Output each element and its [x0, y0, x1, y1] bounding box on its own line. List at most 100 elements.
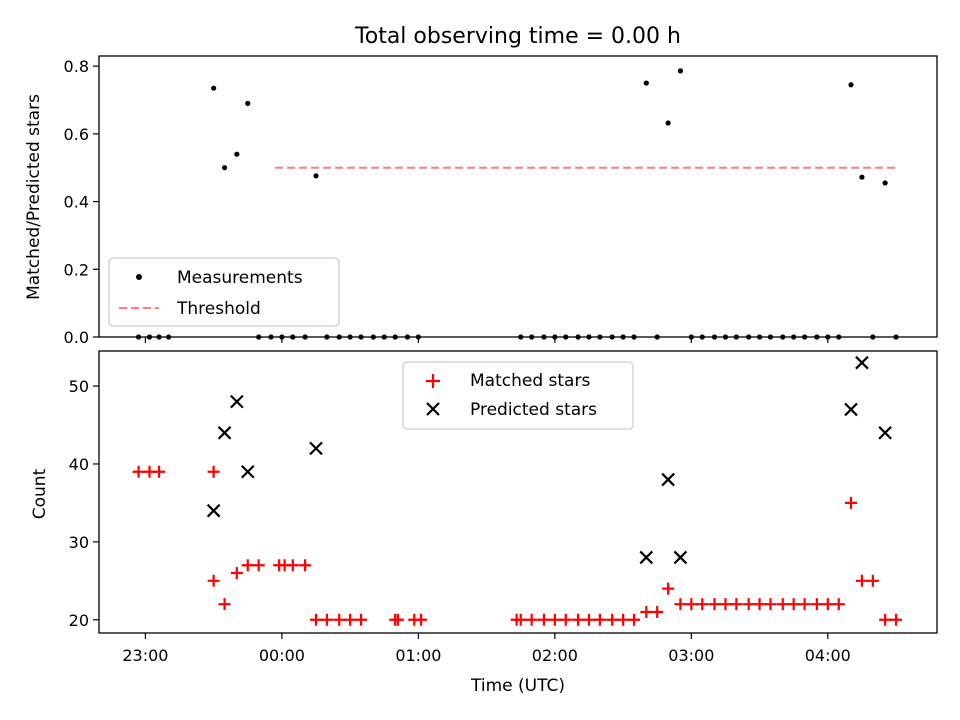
matched-star-point	[582, 613, 595, 626]
measurement-point	[848, 82, 854, 88]
predicted-star-point	[217, 426, 232, 440]
measurement-point	[665, 120, 671, 126]
matched-star-point	[617, 613, 630, 626]
count-x-tick-label: 00:00	[259, 646, 305, 665]
matched-star-point	[855, 574, 868, 587]
measurement-point	[643, 80, 649, 86]
matched-star-point	[628, 613, 641, 626]
matched-star-point	[832, 598, 845, 611]
matched-star-point	[230, 567, 243, 580]
count-plot-frame	[98, 350, 938, 634]
count-marks	[132, 355, 903, 626]
ratio-y-tick-label: 0.8	[64, 57, 89, 76]
matched-star-point	[866, 574, 879, 587]
count-x-axis-label: Time (UTC)	[470, 676, 565, 696]
matched-star-point	[606, 613, 619, 626]
count-y-tick-label: 50	[69, 377, 89, 396]
chart-title: Total observing time = 0.00 h	[354, 24, 681, 49]
matched-legend-label: Matched stars	[470, 371, 590, 391]
matched-star-point	[320, 613, 333, 626]
matched-star-point	[742, 598, 755, 611]
matched-star-point	[890, 613, 903, 626]
measurement-point	[234, 151, 240, 157]
count-x-tick-label: 04:00	[805, 646, 851, 665]
measurement-point	[882, 180, 888, 186]
matched-star-point	[708, 598, 721, 611]
predicted-star-point	[673, 550, 688, 565]
matched-star-point	[391, 613, 404, 626]
count-y-tick-label: 30	[69, 533, 89, 552]
matched-star-point	[776, 598, 789, 611]
matched-star-point	[252, 559, 265, 572]
matched-star-point	[845, 496, 858, 509]
predicted-star-point	[844, 402, 858, 417]
measurement-point	[221, 165, 228, 171]
predicted-star-point	[230, 394, 244, 409]
matched-star-point	[764, 598, 777, 611]
matched-star-point	[344, 613, 357, 626]
ratio-y-tick-label: 0.2	[64, 260, 89, 279]
matched-star-point	[674, 598, 687, 611]
ratio-legend[interactable]: Measurements Threshold	[108, 257, 340, 327]
count-y-axis-label: Count	[30, 468, 50, 519]
matched-star-point	[286, 559, 299, 572]
count-x-tick-label: 02:00	[532, 646, 578, 665]
predicted-star-point	[661, 472, 675, 487]
matched-star-point	[207, 574, 220, 587]
matched-star-point	[696, 598, 709, 611]
matched-star-point	[879, 613, 892, 626]
ratio-x-ticks	[144, 337, 829, 343]
matched-star-point	[310, 613, 323, 626]
ratio-y-tick-label: 0.6	[64, 125, 89, 144]
predicted-star-point	[639, 550, 654, 565]
matched-star-point	[821, 598, 834, 611]
ratio-plot-frame	[98, 55, 938, 338]
matched-star-point	[810, 598, 823, 611]
count-y-tick-label: 20	[69, 611, 89, 630]
predicted-legend-marker	[426, 402, 440, 416]
predicted-star-point	[206, 503, 221, 518]
matched-star-point	[685, 598, 698, 611]
count-x-tick-label: 03:00	[668, 646, 714, 665]
ratio-panel: 0.00.20.40.60.8 Matched/Predicted stars …	[24, 55, 938, 347]
measurements-legend-marker	[136, 274, 142, 280]
matched-star-point	[798, 598, 811, 611]
matched-star-point	[753, 598, 766, 611]
ratio-y-axis-label: Matched/Predicted stars	[24, 94, 44, 300]
count-x-tick-label: 23:00	[122, 646, 168, 665]
matched-star-point	[559, 613, 572, 626]
predicted-star-point	[240, 464, 255, 479]
matched-star-point	[640, 605, 653, 618]
matched-star-point	[514, 613, 527, 626]
measurement-point	[245, 100, 251, 106]
matched-star-point	[651, 605, 664, 618]
predicted-legend-label: Predicted stars	[470, 400, 597, 420]
matched-star-point	[525, 613, 538, 626]
count-x-tick-label: 01:00	[395, 646, 441, 665]
measurement-point	[313, 173, 319, 179]
measurement-point	[859, 174, 865, 180]
ratio-y-tick-label: 0.4	[64, 193, 89, 212]
matched-star-point	[593, 613, 606, 626]
count-legend[interactable]: Matched stars Predicted stars	[402, 361, 634, 430]
count-x-ticks: 23:00 00:00 01:00 02:00 03:00 04:00	[122, 633, 851, 665]
measurements-legend-label: Measurements	[177, 268, 303, 288]
count-y-ticks: 20 30 40 50	[69, 377, 99, 630]
measurement-point	[677, 68, 684, 74]
matched-star-point	[719, 598, 732, 611]
matched-star-point	[153, 465, 166, 478]
ratio-y-ticks: 0.0 0.2 0.4 0.6 0.8	[64, 57, 99, 347]
matched-star-point	[548, 613, 561, 626]
ratio-marks	[135, 68, 899, 340]
measurement-point	[211, 85, 217, 91]
threshold-legend-label: Threshold	[176, 299, 261, 319]
predicted-star-point	[878, 426, 892, 440]
matched-star-point	[218, 598, 231, 611]
matched-star-point	[787, 598, 800, 611]
matched-star-point	[415, 613, 428, 626]
predicted-star-point	[855, 355, 869, 370]
matched-star-point	[333, 613, 346, 626]
matched-star-point	[299, 559, 312, 572]
